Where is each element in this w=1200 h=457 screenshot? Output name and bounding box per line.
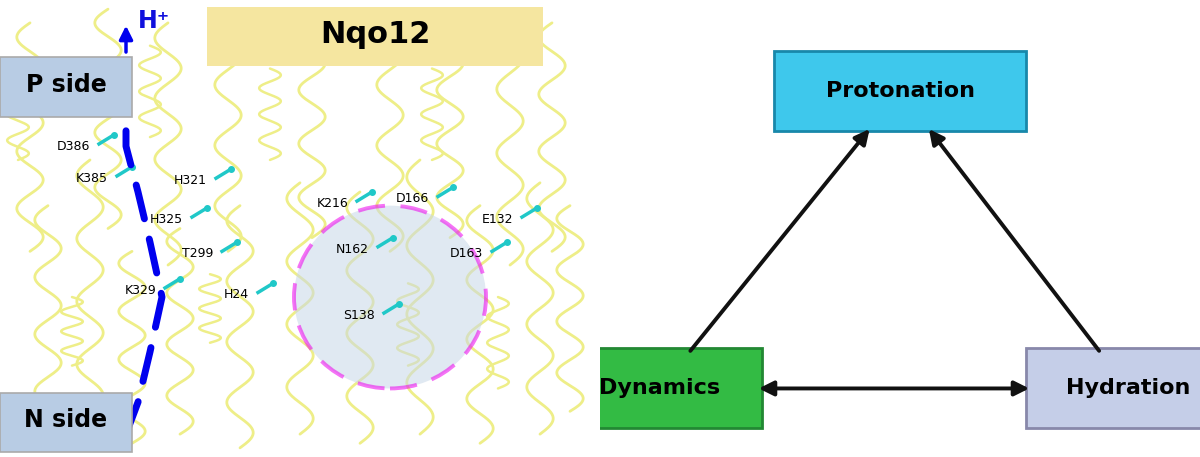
Text: N162: N162 <box>336 243 370 255</box>
Text: D386: D386 <box>56 140 90 153</box>
Text: T299: T299 <box>181 247 214 260</box>
Text: Hydration: Hydration <box>1066 378 1190 399</box>
Text: Nqo12: Nqo12 <box>320 20 430 49</box>
FancyBboxPatch shape <box>0 393 132 452</box>
FancyBboxPatch shape <box>0 57 132 117</box>
Text: Dynamics: Dynamics <box>600 378 720 399</box>
Text: K216: K216 <box>317 197 348 210</box>
Text: H321: H321 <box>174 174 208 187</box>
Text: H24: H24 <box>224 288 250 301</box>
Text: H325: H325 <box>150 213 184 226</box>
Text: K385: K385 <box>76 172 108 185</box>
FancyBboxPatch shape <box>208 7 542 66</box>
Text: Protonation: Protonation <box>826 81 974 101</box>
Text: K329: K329 <box>125 284 156 297</box>
Text: N side: N side <box>24 409 108 432</box>
FancyBboxPatch shape <box>774 52 1026 132</box>
FancyBboxPatch shape <box>558 348 762 429</box>
Ellipse shape <box>294 206 486 388</box>
Text: P side: P side <box>25 73 107 96</box>
Text: S138: S138 <box>343 309 374 322</box>
Text: E132: E132 <box>481 213 512 226</box>
Text: D166: D166 <box>396 192 430 205</box>
FancyBboxPatch shape <box>1026 348 1200 429</box>
Text: H⁺: H⁺ <box>138 9 170 32</box>
Text: D163: D163 <box>450 247 482 260</box>
